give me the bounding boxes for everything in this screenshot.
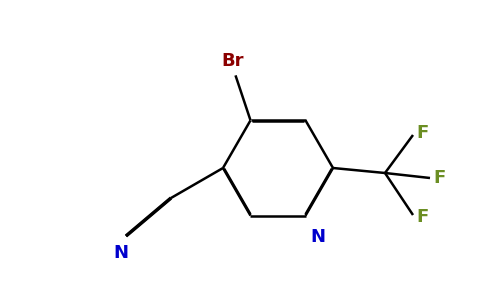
Text: F: F	[416, 124, 428, 142]
Text: N: N	[311, 228, 326, 246]
Text: Br: Br	[221, 52, 244, 70]
Text: F: F	[433, 169, 445, 187]
Text: N: N	[114, 244, 128, 262]
Text: F: F	[416, 208, 428, 226]
